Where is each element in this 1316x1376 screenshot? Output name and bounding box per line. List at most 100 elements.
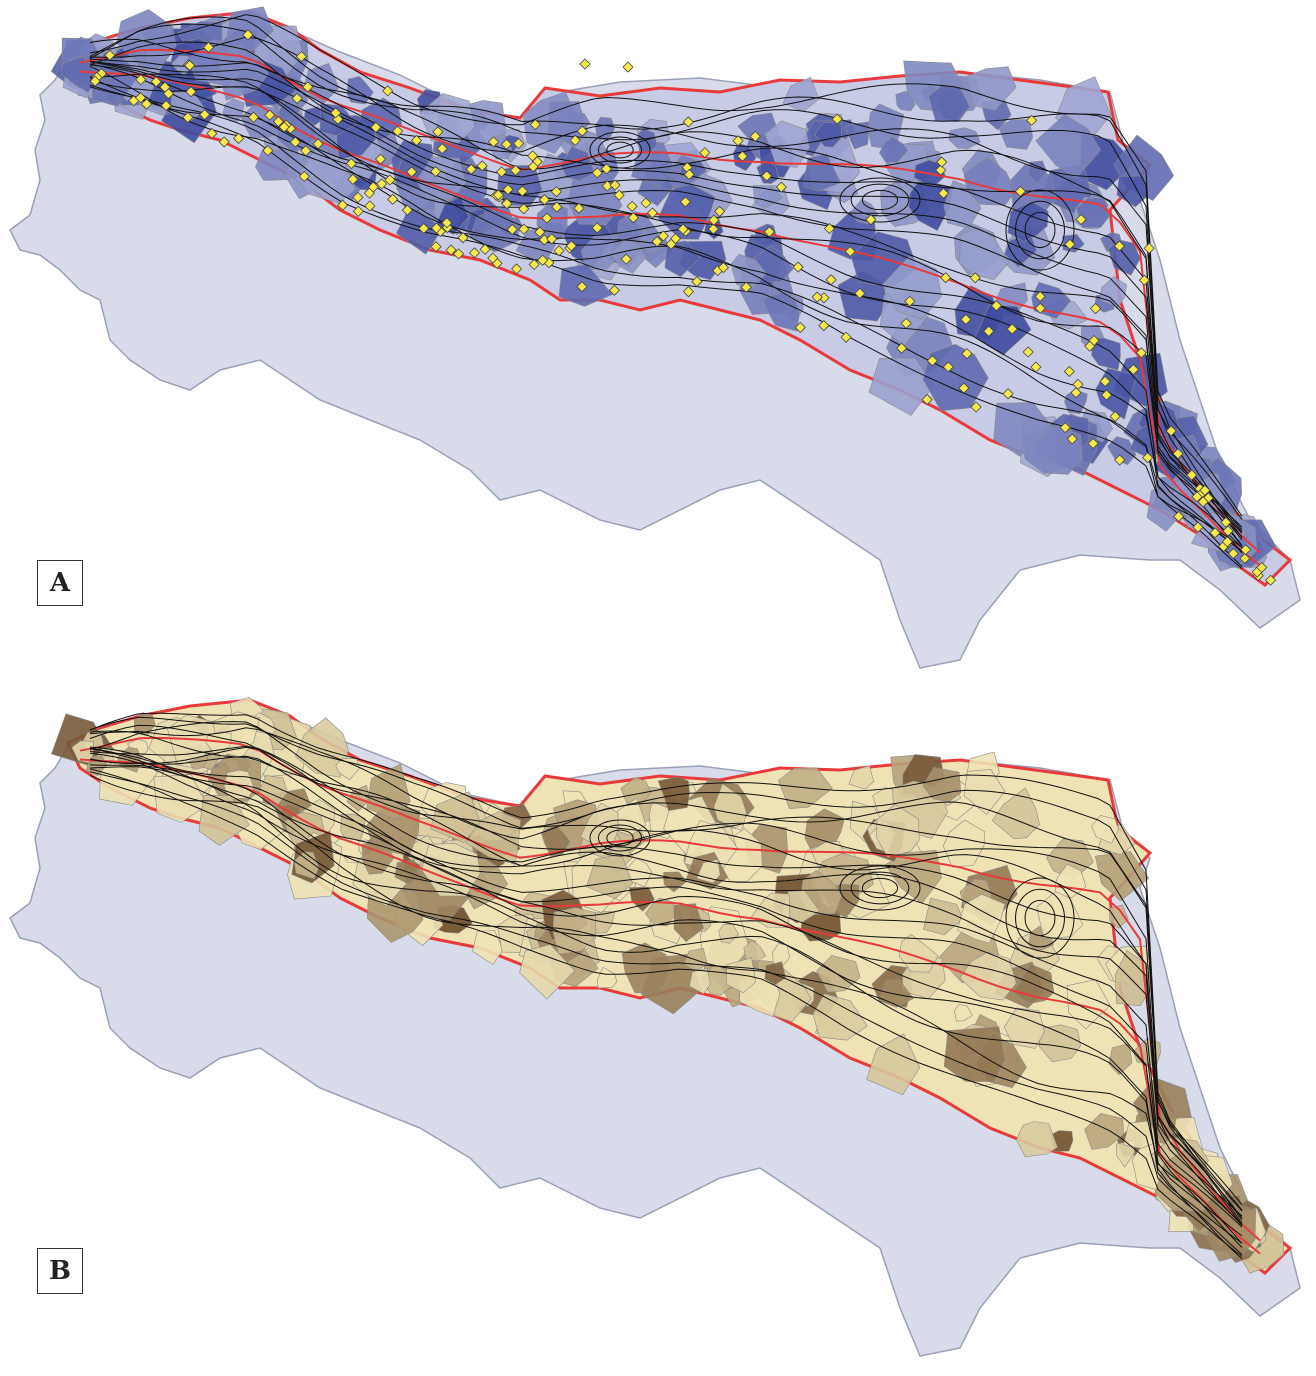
sample-point — [1142, 452, 1154, 464]
voronoi-cell — [1091, 815, 1119, 844]
sample-point — [550, 186, 562, 198]
voronoi-cell — [957, 893, 1006, 944]
contour-line — [89, 752, 1243, 1244]
contour-ring — [1015, 888, 1065, 948]
sample-point — [453, 248, 465, 260]
sample-point — [140, 98, 153, 110]
sample-point — [529, 118, 541, 131]
voronoi-cell — [171, 55, 193, 76]
contour-ring — [861, 877, 899, 899]
sample-point — [1066, 433, 1078, 445]
contour-line — [89, 746, 1243, 1221]
sample-point — [135, 74, 147, 86]
sample-point — [468, 247, 481, 259]
sample-point — [942, 361, 954, 373]
voronoi-cell — [198, 794, 250, 846]
contour-ring — [1005, 877, 1075, 959]
sample-point — [1240, 544, 1252, 556]
voronoi-cell — [928, 84, 971, 123]
sample-point — [476, 160, 488, 172]
sample-point — [682, 286, 695, 298]
contour-line — [89, 60, 1243, 533]
sample-point — [958, 382, 970, 394]
sample-point — [546, 233, 558, 245]
voronoi-cell — [1084, 1113, 1124, 1150]
sample-point — [792, 261, 804, 273]
contour-line — [89, 764, 1243, 1248]
sample-point — [600, 163, 613, 175]
voronoi-cell — [752, 185, 783, 209]
sample-point — [682, 116, 694, 128]
voronoi-cell — [415, 156, 467, 201]
sample-point — [160, 99, 172, 112]
sample-point — [89, 75, 101, 87]
contour-line — [89, 746, 1243, 1237]
sample-point — [104, 49, 116, 61]
sample-point — [441, 217, 453, 229]
sample-point — [622, 61, 634, 73]
sample-point — [935, 164, 947, 176]
voronoi-cell — [730, 254, 767, 289]
sample-point — [382, 85, 394, 97]
sample-point — [1087, 437, 1099, 450]
sample-point — [613, 189, 625, 201]
sample-point — [330, 107, 342, 119]
voronoi-cell — [1116, 175, 1149, 208]
sample-point — [479, 243, 491, 255]
sample-point — [376, 178, 388, 190]
contour-ring — [606, 829, 634, 847]
contour-line — [89, 712, 1243, 1211]
voronoi-cell — [295, 717, 349, 778]
contour-line — [89, 755, 1243, 1226]
sample-point — [1063, 365, 1075, 378]
sample-point — [337, 199, 349, 211]
voronoi-cell — [1064, 389, 1088, 415]
contour-line — [89, 84, 1243, 570]
sample-point — [565, 240, 577, 252]
sample-point — [1199, 484, 1211, 496]
sample-point — [983, 325, 995, 337]
sample-point — [302, 81, 314, 93]
sample-point — [300, 145, 312, 157]
voronoi-cell — [875, 803, 920, 858]
sample-point — [900, 317, 912, 329]
sample-point — [551, 201, 563, 213]
sample-point — [1064, 238, 1076, 250]
sample-point — [921, 393, 933, 406]
sample-point — [591, 222, 603, 234]
sample-point — [534, 226, 546, 238]
voronoi-cell — [954, 1004, 973, 1022]
sample-point — [775, 181, 787, 193]
sample-point — [1227, 547, 1239, 560]
sample-point — [854, 287, 866, 299]
sample-point — [1100, 389, 1113, 401]
sample-point — [1072, 378, 1084, 390]
voronoi-cell — [644, 897, 678, 927]
voronoi-cell — [519, 944, 576, 1000]
sample-point — [537, 254, 549, 266]
sample-point — [626, 200, 638, 212]
contour-line — [89, 73, 1243, 554]
sample-point — [538, 194, 551, 206]
sample-point — [1026, 114, 1038, 126]
sample-point — [1006, 323, 1018, 335]
voronoi-cell — [340, 813, 366, 841]
contour-lines — [89, 712, 1243, 1260]
sample-point — [1034, 302, 1046, 314]
sample-point — [518, 203, 530, 215]
contour-ring — [589, 819, 651, 857]
voronoi-cell — [71, 740, 94, 764]
contour-ring — [1024, 211, 1056, 249]
sample-point — [811, 291, 823, 303]
sample-point — [818, 320, 830, 332]
voronoi-cell — [257, 775, 288, 808]
sample-point — [430, 241, 442, 253]
sample-point — [1002, 388, 1014, 400]
sample-point — [1173, 510, 1185, 523]
sample-point — [387, 193, 399, 205]
sample-point — [199, 109, 211, 121]
sample-point — [794, 321, 806, 334]
sample-point — [242, 29, 254, 41]
sample-point — [1084, 340, 1096, 352]
sample-point — [291, 92, 303, 104]
